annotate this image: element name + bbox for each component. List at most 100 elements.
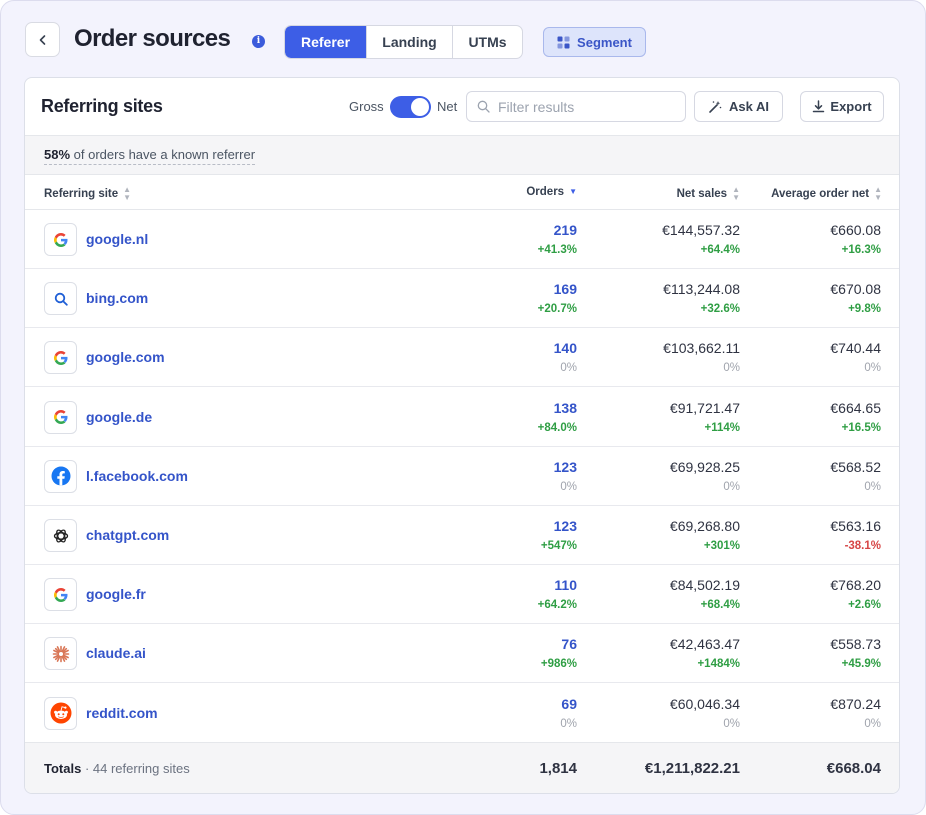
site-link[interactable]: chatgpt.com — [86, 527, 170, 543]
net-sales-value: €84,502.19 — [669, 577, 740, 594]
referring-sites-card: Referring sites Gross Net Ask AI Export … — [24, 77, 900, 794]
source-tabs: Referer Landing UTMs — [284, 25, 523, 59]
net-sales-value: €69,928.25 — [669, 458, 740, 475]
net-sales-cell: €91,721.47 +114% — [670, 399, 740, 437]
net-sales-cell: €69,268.80 +301% — [670, 517, 740, 555]
chatgpt-icon — [44, 519, 77, 552]
site-link[interactable]: bing.com — [86, 290, 149, 307]
orders-value[interactable]: 219 — [553, 222, 577, 238]
facebook-icon — [44, 459, 77, 493]
net-sales-value: €103,662.11 — [663, 340, 740, 357]
table-row[interactable]: chatgpt.com 123 +547% €69,268.80 +301% €… — [25, 506, 899, 565]
orders-value[interactable]: 140 — [553, 340, 577, 357]
table-row[interactable]: google.de 138 +84.0% €91,721.47 +114% €6… — [25, 388, 899, 447]
reddit-icon — [44, 696, 77, 730]
info-icon[interactable]: i — [252, 35, 265, 48]
aov-value: €870.24 — [830, 695, 881, 712]
net-sales-cell: €103,662.11 0% — [663, 339, 740, 377]
tab-referer[interactable]: Referer — [285, 26, 366, 58]
aov-delta: 0% — [864, 480, 881, 493]
orders-value[interactable]: 110 — [554, 577, 577, 594]
sort-desc-icon: ▼ — [569, 187, 577, 196]
table-row[interactable]: google.nl 219 +41.3% €144,557.32 +64.4% … — [25, 210, 899, 269]
table-row[interactable]: google.fr 110 +64.2% €84,502.19 +68.4% €… — [25, 565, 899, 625]
orders-value[interactable]: 138 — [553, 399, 577, 416]
gross-net-toggle[interactable] — [390, 96, 431, 118]
net-sales-delta: +32.6% — [700, 303, 740, 316]
net-sales-cell: €144,557.32 +64.4% — [662, 221, 740, 259]
site-link[interactable]: l.facebook.com — [86, 467, 188, 484]
net-sales-value: €113,244.08 — [663, 281, 740, 298]
orders-value[interactable]: 123 — [553, 458, 577, 475]
tab-landing[interactable]: Landing — [366, 26, 452, 58]
aov-value: €670.08 — [830, 281, 881, 298]
back-button[interactable] — [25, 22, 60, 57]
aov-delta: 0% — [864, 717, 881, 730]
orders-cell: 140 0% — [554, 339, 577, 377]
ask-ai-button[interactable]: Ask AI — [694, 91, 783, 122]
net-sales-delta: +301% — [703, 540, 740, 552]
google-icon — [44, 341, 77, 375]
col-orders[interactable]: Orders ▼ — [526, 186, 577, 198]
known-referrer-banner: 58% of orders have a known referrer — [25, 135, 899, 175]
site-link[interactable]: google.de — [86, 408, 153, 425]
export-label: Export — [830, 99, 872, 114]
card-title: Referring sites — [41, 96, 163, 116]
orders-cell: 76 +986% — [541, 635, 577, 673]
net-sales-value: €91,721.47 — [669, 399, 740, 416]
col-net-sales[interactable]: Net sales ▲ ▼ — [677, 186, 740, 202]
orders-delta: +986% — [540, 658, 577, 671]
orders-delta: 0% — [560, 480, 577, 493]
orders-value[interactable]: 76 — [561, 636, 577, 653]
table-row[interactable]: l.facebook.com 123 0% €69,928.25 0% €568… — [25, 447, 899, 506]
col-referring-site[interactable]: Referring site ▲ ▼ — [44, 186, 131, 202]
aov-cell: €670.08 +9.8% — [830, 280, 881, 318]
col-average-order-net[interactable]: Average order net ▲ ▼ — [771, 186, 882, 202]
orders-delta: +84.0% — [537, 421, 577, 434]
net-sales-cell: €60,046.34 0% — [670, 695, 740, 733]
totals-row: Totals · 44 referring sites 1,814 €1,211… — [25, 742, 899, 793]
site-link[interactable]: claude.ai — [86, 645, 146, 662]
aov-value: €558.73 — [830, 636, 881, 653]
segment-button[interactable]: Segment — [543, 27, 646, 57]
totals-sub: 44 referring sites — [92, 761, 190, 776]
totals-net-sales: €1,211,822.21 — [644, 760, 740, 777]
aov-delta: +45.9% — [841, 658, 881, 671]
site-link[interactable]: reddit.com — [86, 704, 158, 721]
aov-value: €664.65 — [830, 399, 881, 416]
site-link[interactable]: google.nl — [86, 231, 149, 247]
google-icon — [44, 578, 77, 612]
aov-delta: +2.6% — [848, 599, 881, 612]
page-title: Order sources — [74, 25, 231, 52]
totals-aov: €668.04 — [826, 760, 881, 777]
banner-text: 58% of orders have a known referrer — [44, 147, 256, 165]
net-sales-delta: +114% — [704, 421, 741, 434]
orders-value[interactable]: 69 — [561, 695, 577, 712]
orders-value[interactable]: 123 — [553, 518, 577, 534]
export-button[interactable]: Export — [800, 91, 884, 122]
tab-utms[interactable]: UTMs — [452, 26, 522, 58]
aov-cell: €740.44 0% — [830, 339, 881, 377]
aov-value: €740.44 — [830, 340, 881, 357]
table-row[interactable]: reddit.com 69 0% €60,046.34 0% €870.24 0… — [25, 684, 899, 743]
magic-wand-icon — [709, 100, 722, 113]
filter-field[interactable] — [466, 91, 686, 122]
aov-delta: +16.3% — [841, 244, 881, 256]
table-row[interactable]: bing.com 169 +20.7% €113,244.08 +32.6% €… — [25, 269, 899, 329]
col-label: Referring site — [44, 188, 119, 200]
site-link[interactable]: google.fr — [86, 586, 146, 603]
orders-cell: 138 +84.0% — [538, 399, 577, 437]
aov-cell: €664.65 +16.5% — [830, 399, 881, 437]
google-icon — [44, 223, 77, 256]
google-icon — [44, 400, 77, 434]
orders-value[interactable]: 169 — [553, 281, 577, 298]
filter-input[interactable] — [498, 98, 678, 115]
table-row[interactable]: google.com 140 0% €103,662.11 0% €740.44… — [25, 328, 899, 388]
gross-label: Gross — [349, 99, 384, 114]
site-link[interactable]: google.com — [86, 349, 165, 366]
segment-icon — [557, 36, 570, 48]
table-row[interactable]: claude.ai 76 +986% €42,463.47 +1484% €55… — [25, 624, 899, 684]
aov-cell: €768.20 +2.6% — [830, 576, 881, 614]
totals-orders: 1,814 — [539, 760, 577, 777]
